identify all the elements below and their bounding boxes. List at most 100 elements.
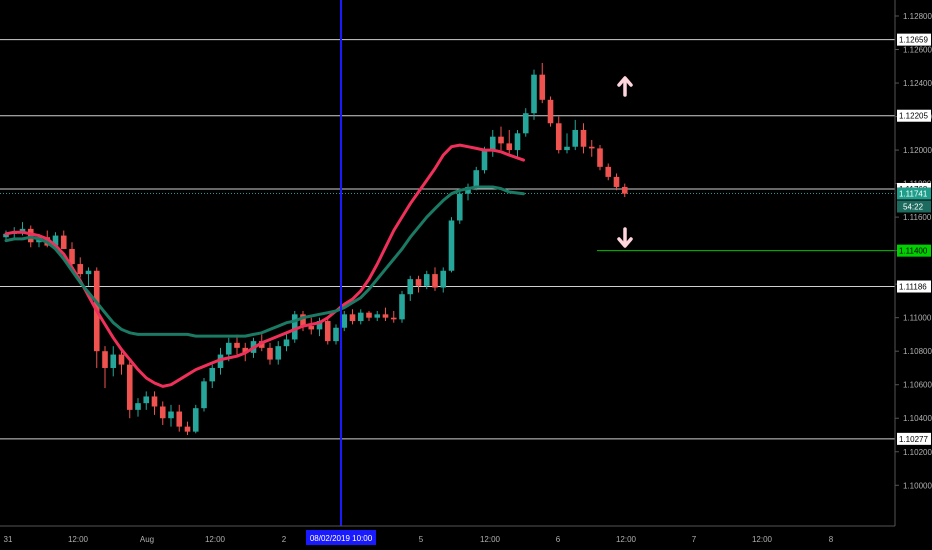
candle[interactable] — [407, 275, 414, 301]
candle[interactable] — [135, 398, 141, 417]
candle-body-down — [349, 314, 356, 322]
candle-body-up — [341, 314, 348, 328]
candle[interactable] — [498, 126, 504, 151]
candle[interactable] — [143, 391, 150, 410]
candle-body-up — [143, 396, 150, 404]
price-tick-label: 1.11600 — [903, 213, 932, 222]
level-price-label: 1.11186 — [899, 283, 927, 292]
candle-body-down — [432, 274, 438, 288]
candle-body-down — [498, 136, 504, 144]
candle[interactable] — [60, 230, 67, 249]
up-arrow-icon-head — [617, 76, 633, 87]
candle[interactable] — [357, 309, 364, 325]
candle[interactable] — [456, 190, 463, 224]
candle[interactable] — [432, 267, 438, 291]
candle[interactable] — [555, 116, 562, 154]
candle[interactable] — [506, 129, 513, 154]
candle[interactable] — [465, 183, 471, 201]
candle[interactable] — [69, 242, 75, 268]
candle[interactable] — [316, 317, 323, 337]
candle[interactable] — [374, 310, 381, 322]
candle[interactable] — [613, 173, 620, 191]
candle[interactable] — [399, 290, 405, 323]
time-tick-label: 12:00 — [68, 535, 89, 544]
candle[interactable] — [77, 257, 84, 278]
candle[interactable] — [440, 267, 447, 293]
candle[interactable] — [382, 307, 389, 322]
candle[interactable] — [308, 317, 315, 335]
candle[interactable] — [110, 346, 117, 377]
candle[interactable] — [580, 123, 587, 154]
candle[interactable] — [291, 310, 298, 343]
level-price-label: 1.12205 — [899, 112, 928, 121]
candle[interactable] — [531, 69, 537, 120]
candle-body-down — [69, 248, 75, 265]
candle-body-up — [291, 314, 298, 340]
candle-body-up — [201, 381, 207, 409]
candle[interactable] — [341, 310, 348, 332]
candle[interactable] — [267, 342, 273, 365]
candle[interactable] — [176, 404, 183, 432]
candle[interactable] — [192, 404, 199, 434]
candle[interactable] — [514, 129, 521, 157]
candle[interactable] — [333, 324, 339, 345]
candle[interactable] — [539, 62, 546, 104]
candle[interactable] — [283, 334, 290, 352]
candle[interactable] — [118, 347, 125, 375]
candle[interactable] — [126, 359, 133, 419]
candle[interactable] — [448, 217, 455, 273]
candle[interactable] — [275, 341, 282, 365]
up-arrow-icon[interactable] — [617, 76, 633, 97]
candle[interactable] — [572, 119, 579, 151]
down-arrow-icon[interactable] — [617, 227, 633, 248]
time-tick-label: 6 — [556, 535, 561, 544]
candle[interactable] — [415, 275, 422, 293]
candle[interactable] — [621, 183, 628, 198]
candle[interactable] — [102, 346, 108, 389]
countdown-tag — [897, 200, 931, 213]
candle[interactable] — [605, 163, 612, 181]
candle[interactable] — [588, 140, 595, 157]
candle-body-down — [555, 123, 562, 151]
candle-body-down — [613, 176, 620, 187]
time-tick-label: 5 — [419, 535, 424, 544]
candle-body-down — [366, 312, 372, 318]
crosshair-time-label: 08/02/2019 10:00 — [310, 534, 373, 543]
candle[interactable] — [3, 230, 9, 241]
candle[interactable] — [366, 310, 372, 322]
candle-body-down — [102, 351, 108, 368]
candle-body-up — [283, 339, 290, 347]
candle[interactable] — [564, 133, 570, 154]
time-tick-label: 31 — [4, 535, 13, 544]
candle[interactable] — [151, 391, 158, 415]
candle[interactable] — [349, 309, 356, 325]
candle[interactable] — [159, 401, 166, 425]
candle[interactable] — [597, 145, 603, 171]
candle-body-down — [597, 148, 603, 167]
candle[interactable] — [85, 267, 92, 286]
candle[interactable] — [217, 347, 224, 375]
candle-body-up — [522, 113, 529, 134]
current-price-tag — [897, 187, 931, 200]
candle[interactable] — [234, 334, 240, 355]
price-tick-label: 1.11000 — [903, 314, 932, 323]
candle-body-down — [234, 342, 240, 348]
candle[interactable] — [184, 421, 191, 435]
candle-body-up — [489, 136, 496, 151]
candle[interactable] — [547, 96, 554, 127]
candle-body-up — [217, 354, 224, 368]
candle[interactable] — [423, 270, 430, 290]
candle[interactable] — [489, 129, 496, 157]
candle[interactable] — [522, 108, 529, 137]
candle[interactable] — [390, 310, 397, 323]
candle[interactable] — [209, 364, 216, 389]
candle[interactable] — [201, 378, 207, 412]
candle[interactable] — [168, 404, 174, 427]
fast-moving-average-line[interactable] — [4, 143, 525, 388]
candle[interactable] — [300, 310, 306, 332]
slow-moving-average-line[interactable] — [4, 185, 525, 338]
candle-body-down — [588, 146, 595, 149]
candle[interactable] — [324, 317, 331, 345]
candle-body-down — [547, 99, 554, 124]
